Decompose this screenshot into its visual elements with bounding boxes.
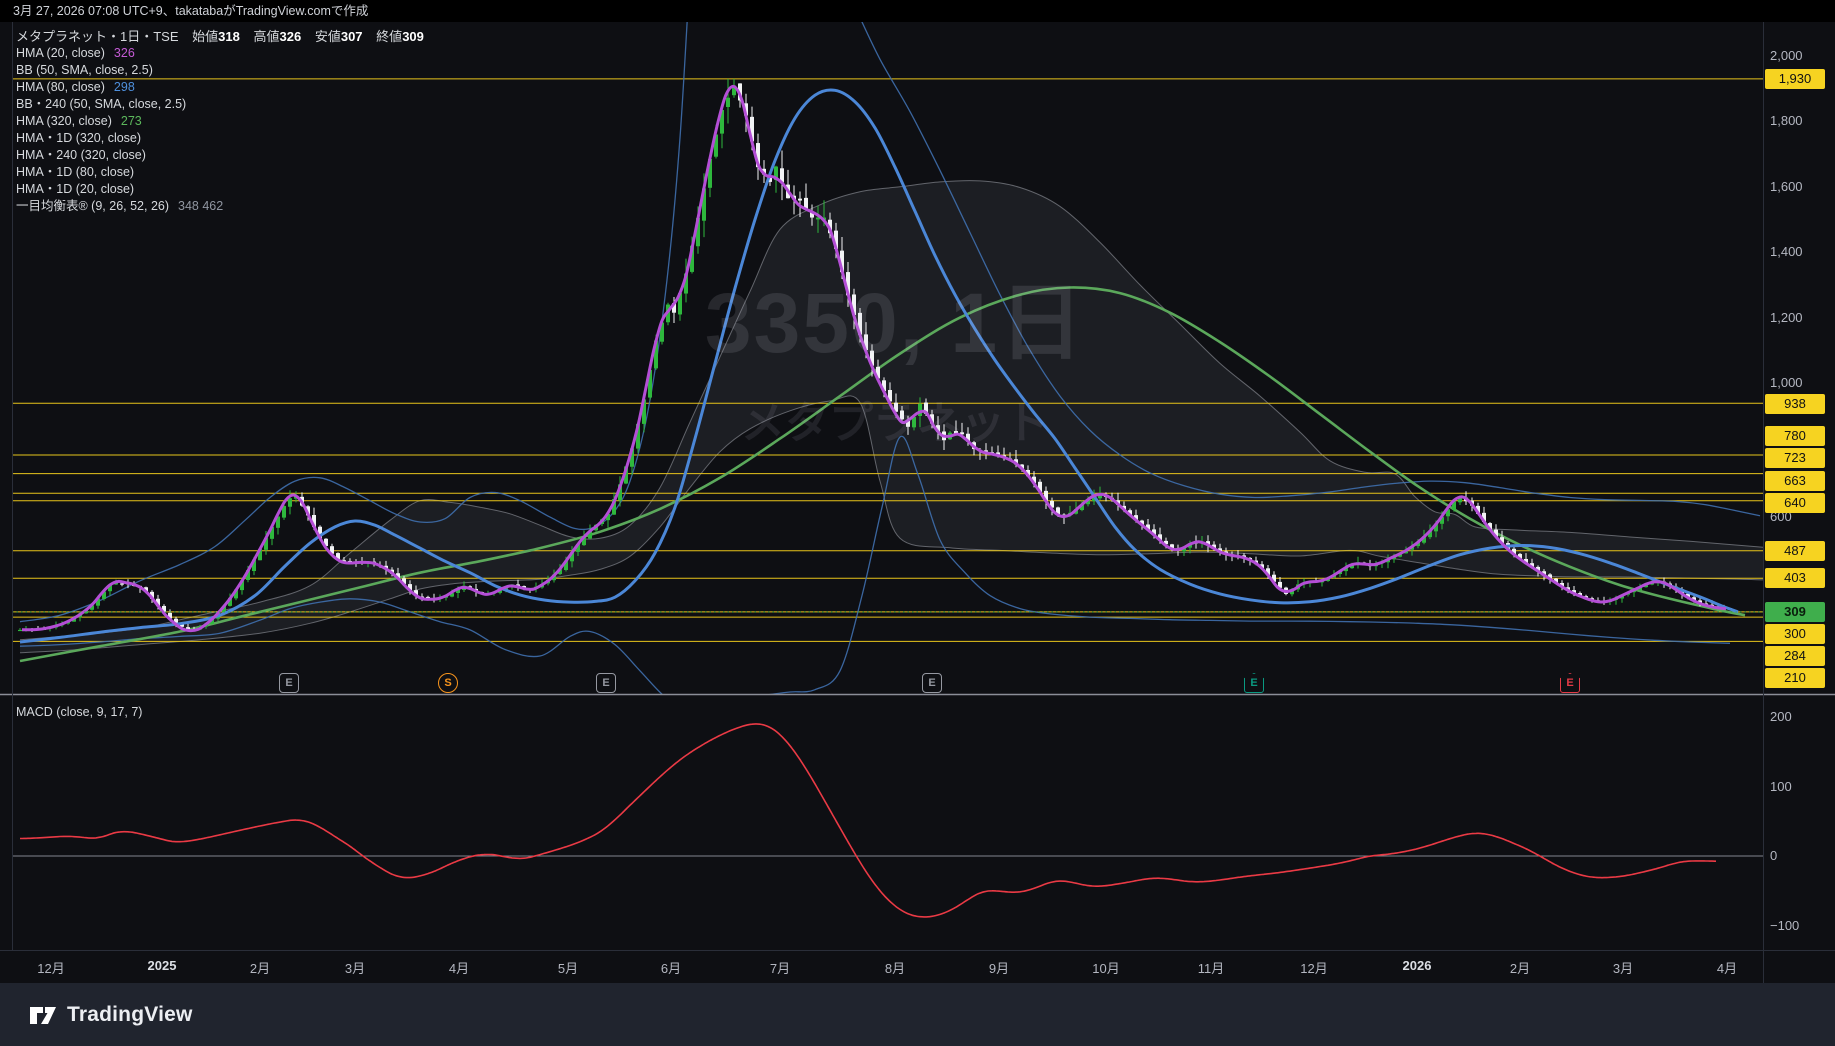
macd-axis-label: 100 [1770,779,1792,794]
event-badge-e[interactable]: E [279,673,299,693]
indicator-row[interactable]: BB・240 (50, SMA, close, 2.5) [16,96,424,113]
indicator-row[interactable]: HMA・240 (320, close) [16,147,424,164]
indicator-label: BB (50, SMA, close, 2.5) [16,63,153,77]
main-price-pane[interactable] [12,7,1763,714]
tradingview-logo-icon [30,1006,56,1024]
indicator-label: HMA (320, close) [16,114,112,128]
indicator-value: 298 [113,80,135,94]
price-level-label: 487 [1765,541,1825,561]
price-axis-label: 1,400 [1770,244,1803,259]
time-axis-label[interactable]: 2025 [147,958,177,973]
indicator-rows: HMA (20, close) 326 BB (50, SMA, close, 2.… [16,45,424,215]
screenshot-caption: 3月 27, 2026 07:08 UTC+9、takatabaがTrading… [13,4,369,18]
price-level-label: 300 [1765,624,1825,644]
time-axis-label[interactable]: 7月 [769,961,791,976]
indicator-row[interactable]: BB (50, SMA, close, 2.5) [16,62,424,79]
time-axis-label[interactable]: 2026 [1402,958,1432,973]
time-axis-label[interactable]: 2月 [249,961,271,976]
macd-indicator-label[interactable]: MACD (close, 9, 17, 7) [16,705,143,719]
macd-axis-label: −100 [1770,918,1800,933]
indicator-label: 一目均衡表® (9, 26, 52, 26) [16,199,170,213]
ohlc-high-value: 326 [279,29,302,44]
price-level-label: 284 [1765,646,1825,666]
macd-axis-label: 200 [1770,709,1792,724]
time-axis-label[interactable]: 3月 [1612,961,1634,976]
indicator-row[interactable]: HMA (80, close) 298 [16,79,424,96]
current-price-label: 309 [1765,602,1825,622]
price-axis-label: 1,200 [1770,310,1803,325]
time-axis-label[interactable]: 11月 [1197,961,1225,976]
ohlc-close-label: 終値 [376,29,403,44]
indicator-label: BB・240 (50, SMA, close, 2.5) [16,97,187,111]
event-badge-e[interactable]: E [596,673,616,693]
price-level-label: 663 [1765,471,1825,491]
price-level-label: 780 [1765,426,1825,446]
symbol-title-row[interactable]: メタプラネット・1日・TSE 始値318 高値326 安値307 終値309 [16,28,424,45]
indicator-label: HMA (20, close) [16,46,105,60]
macd-axis-label: 0 [1770,848,1778,863]
ohlc-open-value: 318 [218,29,240,44]
indicator-label: HMA (80, close) [16,80,105,94]
tradingview-logo-text: TradingView [67,1002,193,1026]
time-axis-label[interactable]: 4月 [448,961,470,976]
indicator-row[interactable]: HMA (320, close) 273 [16,113,424,130]
indicator-row[interactable]: 一目均衡表® (9, 26, 52, 26) 348 462 [16,198,424,215]
indicator-value: 348 462 [178,199,224,213]
time-axis-label[interactable]: 6月 [660,961,682,976]
indicator-label: HMA・1D (80, close) [16,165,135,179]
event-badge-e[interactable]: E [1244,673,1264,693]
event-badge-e[interactable]: E [1560,673,1580,693]
ohlc-low-value: 307 [340,29,363,44]
indicator-row[interactable]: HMA・1D (320, close) [16,130,424,147]
time-axis-label[interactable]: 9月 [988,961,1010,976]
event-badge-s[interactable]: S [438,673,458,693]
macd-pane[interactable] [12,723,1763,1046]
indicator-row[interactable]: HMA (20, close) 326 [16,45,424,62]
indicator-label: HMA・1D (320, close) [16,131,142,145]
symbol-title: メタプラネット・1日・TSE [16,29,179,44]
time-axis-label[interactable]: 12月 [37,961,65,976]
time-axis-label[interactable]: 8月 [884,961,906,976]
indicator-value: 273 [120,114,142,128]
time-axis-label[interactable]: 2月 [1509,961,1531,976]
price-level-label: 640 [1765,493,1825,513]
price-level-label: 723 [1765,448,1825,468]
event-badge-e[interactable]: E [922,673,942,693]
ohlc-close-value: 309 [402,29,424,44]
indicator-label: HMA・240 (320, close) [16,148,146,162]
footer-bar: TradingView [0,983,1835,1046]
price-level-label: 1,930 [1765,69,1825,89]
time-axis-label[interactable]: 3月 [344,961,366,976]
time-axis-label[interactable]: 10月 [1092,961,1120,976]
ohlc-low-label: 安値 [314,29,341,44]
indicator-legend: メタプラネット・1日・TSE 始値318 高値326 安値307 終値309 H… [16,28,424,215]
time-axis-label[interactable]: 12月 [1300,961,1328,976]
time-axis-label[interactable]: 5月 [557,961,579,976]
price-axis-label: 1,000 [1770,375,1803,390]
screenshot-caption-bar: 3月 27, 2026 07:08 UTC+9、takatabaがTrading… [0,0,1835,22]
price-axis-label: 1,600 [1770,179,1803,194]
ohlc-high-label: 高値 [253,29,280,44]
indicator-row[interactable]: HMA・1D (80, close) [16,164,424,181]
price-level-label: 403 [1765,568,1825,588]
time-axis-label[interactable]: 4月 [1716,961,1738,976]
indicator-row[interactable]: HMA・1D (20, close) [16,181,424,198]
indicator-label: HMA・1D (20, close) [16,182,135,196]
price-level-label: 938 [1765,394,1825,414]
indicator-value: 326 [113,46,135,60]
price-level-label: 210 [1765,668,1825,688]
price-axis-label: 2,000 [1770,48,1803,63]
ohlc-open-label: 始値 [192,29,219,44]
price-axis-label: 1,800 [1770,113,1803,128]
